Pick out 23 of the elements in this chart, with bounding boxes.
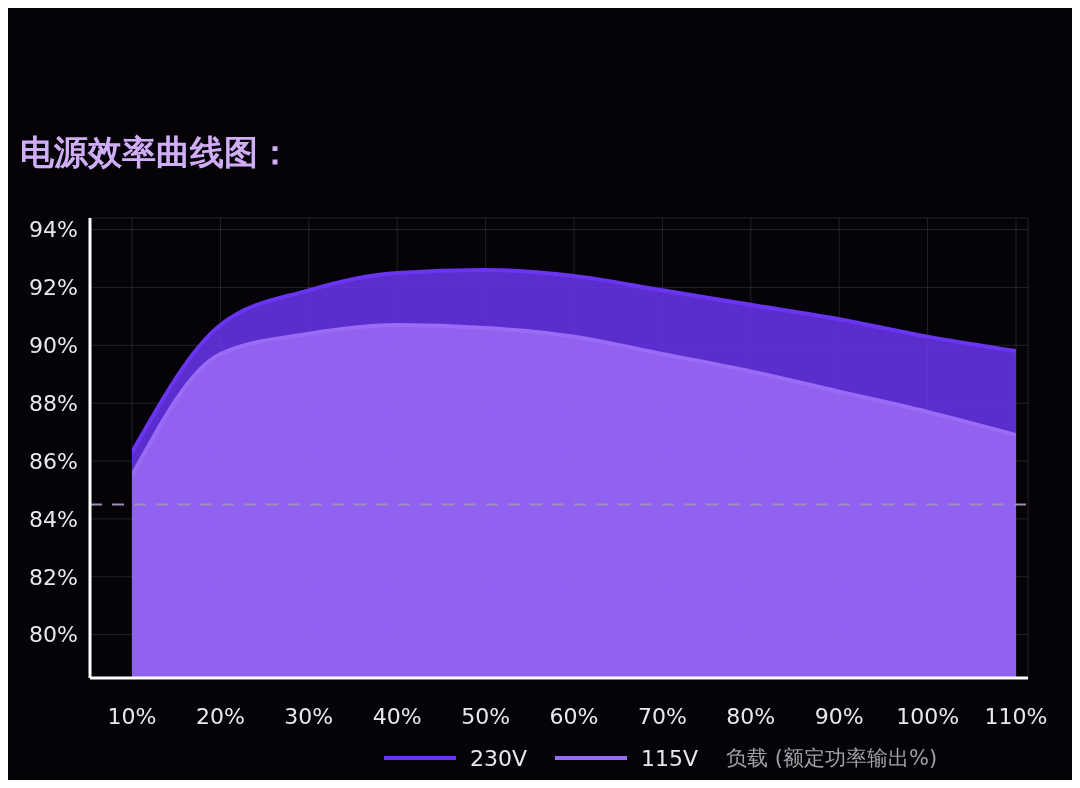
x-tick-label: 50%	[461, 703, 511, 729]
chart-title: 电源效率曲线图：	[20, 131, 292, 174]
legend-label: 115V	[641, 745, 699, 771]
x-axis-title: 负载 (额定功率输出%)	[726, 745, 938, 772]
x-tick-label: 10%	[107, 703, 157, 729]
y-tick-label: 92%	[29, 275, 78, 301]
y-tick-label: 88%	[29, 390, 78, 416]
x-tick-label: 70%	[637, 703, 687, 729]
x-tick-label: 110%	[984, 703, 1048, 729]
legend-label: 230V	[470, 745, 528, 771]
y-tick-label: 80%	[29, 622, 78, 648]
x-tick-label: 100%	[896, 703, 960, 729]
x-tick-label: 60%	[549, 703, 599, 729]
x-tick-label: 40%	[372, 703, 422, 729]
x-tick-label: 20%	[195, 703, 245, 729]
y-tick-label: 84%	[29, 506, 78, 532]
y-tick-label: 90%	[29, 333, 78, 359]
x-tick-label: 90%	[814, 703, 864, 729]
y-tick-label: 82%	[29, 564, 78, 590]
y-tick-label: 94%	[29, 217, 78, 243]
x-tick-label: 30%	[284, 703, 334, 729]
y-tick-label: 86%	[29, 448, 78, 474]
x-tick-label: 80%	[726, 703, 776, 729]
